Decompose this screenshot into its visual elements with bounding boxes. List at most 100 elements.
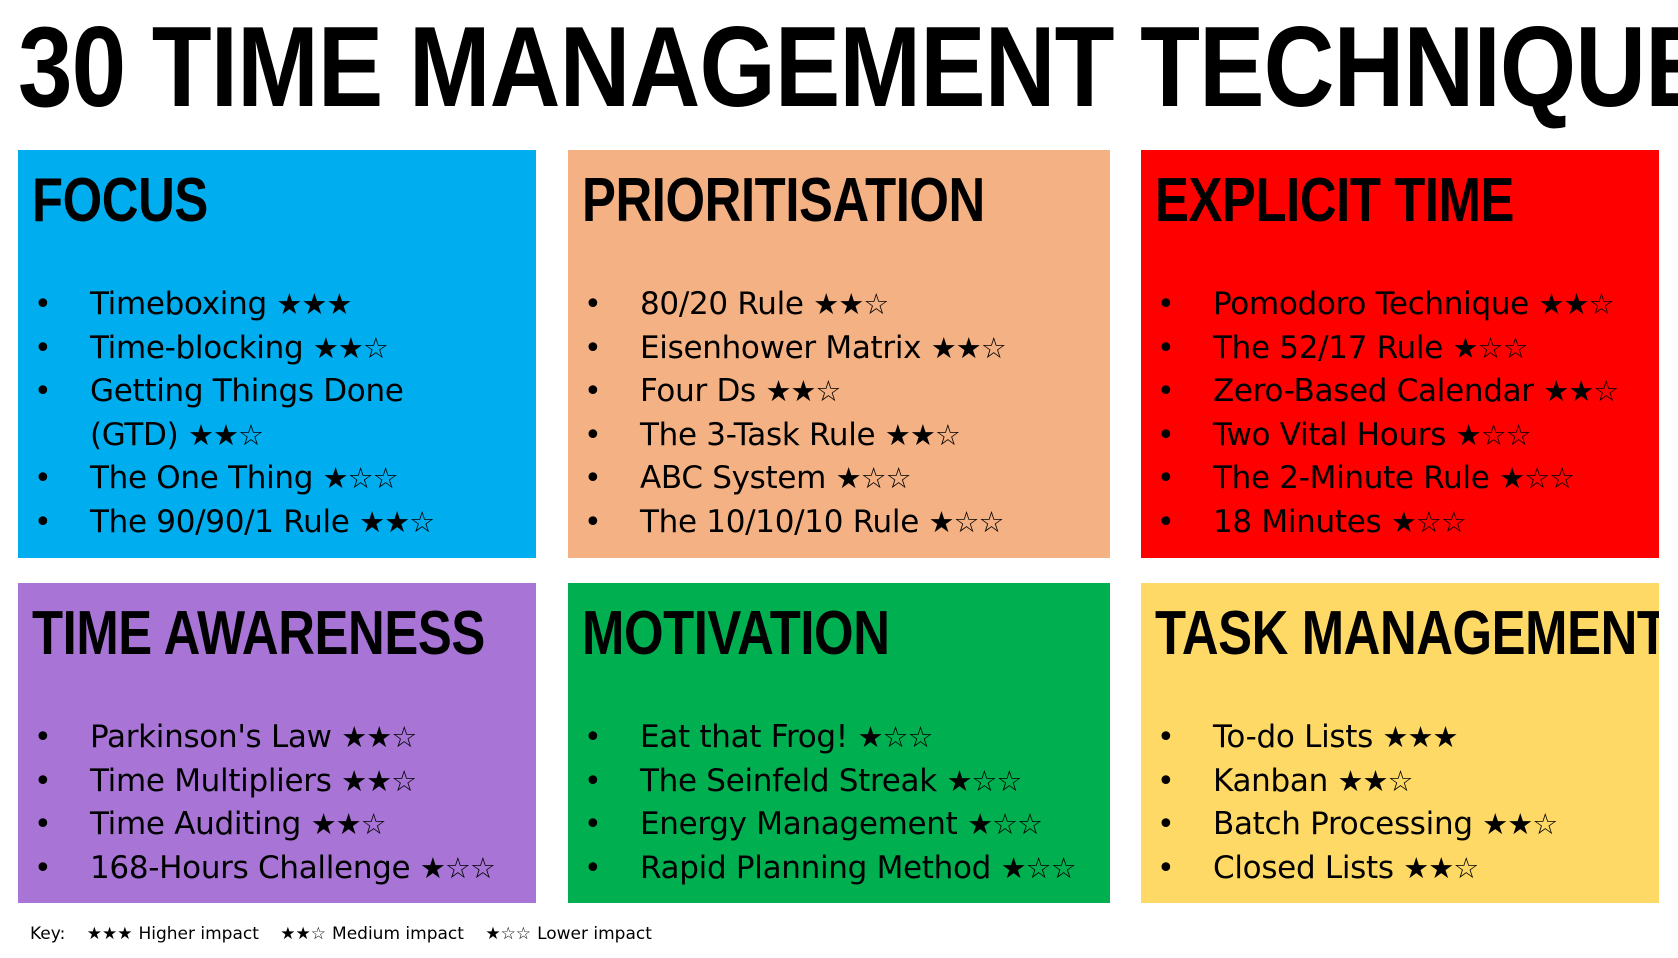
- bullet-icon: •: [34, 763, 52, 799]
- card-explicit-time: EXPLICIT TIME • Pomodoro Technique ★★☆ • T…: [1141, 150, 1659, 558]
- technique-name: Eat that Frog!: [640, 719, 848, 755]
- bullet-icon: •: [34, 720, 52, 755]
- bullet-icon: •: [584, 763, 602, 799]
- technique-name: Kanban: [1213, 762, 1328, 799]
- list-item: • The 3-Task Rule ★★☆: [582, 414, 1102, 458]
- rating-stars: ★★☆: [884, 417, 961, 452]
- bullet-icon: •: [584, 287, 602, 322]
- list-item: • 80/20 Rule ★★☆: [582, 283, 1102, 327]
- technique-name: Time Auditing: [90, 806, 302, 842]
- rating-stars: ★☆☆: [967, 807, 1043, 841]
- list-item: • Two Vital Hours ★☆☆: [1155, 414, 1651, 458]
- technique-name: 168-Hours Challenge: [90, 849, 411, 886]
- list-item: • To-do Lists ★★★: [1155, 716, 1651, 760]
- list-item: • Eisenhower Matrix ★★☆: [582, 327, 1102, 371]
- technique-list: • Timeboxing ★★★ • Time-blocking ★★☆ • Gett…: [32, 283, 528, 544]
- rating-stars: ★★☆: [930, 330, 1007, 365]
- card-heading: MOTIVATION: [582, 599, 890, 668]
- technique-name: The Seinfeld Streak: [640, 762, 937, 799]
- rating-stars: ★★☆: [187, 417, 264, 452]
- rating-stars: ★★☆: [1337, 763, 1414, 798]
- rating-stars: ★☆☆: [1499, 461, 1575, 495]
- technique-name: The 3-Task Rule: [640, 416, 876, 453]
- technique-name: The 10/10/10 Rule: [640, 503, 919, 540]
- bullet-icon: •: [584, 461, 602, 496]
- rating-stars: ★☆☆: [1452, 330, 1529, 365]
- technique-name: Getting Things Done (GTD): [90, 373, 404, 453]
- rating-stars: ★☆☆: [928, 504, 1005, 539]
- technique-name: The 52/17 Rule: [1213, 329, 1443, 366]
- key-entry-stars: ★★☆: [280, 924, 327, 944]
- technique-name: Zero-Based Calendar: [1213, 373, 1534, 409]
- bullet-icon: •: [34, 461, 52, 496]
- bullet-icon: •: [1157, 807, 1175, 842]
- key-entry-stars: ★★★: [86, 924, 133, 944]
- card-motivation: MOTIVATION • Eat that Frog! ★☆☆ • The Sein…: [568, 583, 1110, 903]
- technique-list: • To-do Lists ★★★ • Kanban ★★☆ • Batch Proc…: [1155, 716, 1651, 890]
- rating-stars: ★★☆: [341, 763, 417, 798]
- list-item: • The 10/10/10 Rule ★☆☆: [582, 501, 1102, 545]
- impact-key: Key: ★★★ Higher impact ★★☆ Medium impact ★…: [30, 920, 658, 948]
- list-item: • The 52/17 Rule ★☆☆: [1155, 327, 1651, 371]
- technique-name: Time Multipliers: [90, 762, 332, 799]
- rating-stars: ★★☆: [1538, 287, 1615, 321]
- bullet-icon: •: [34, 807, 52, 842]
- bullet-icon: •: [1157, 417, 1175, 453]
- list-item: • The 90/90/1 Rule ★★☆: [32, 501, 528, 545]
- rating-stars: ★★☆: [1403, 850, 1479, 885]
- technique-list: • Eat that Frog! ★☆☆ • The Seinfeld Streak…: [582, 716, 1102, 890]
- rating-stars: ★★☆: [359, 504, 435, 539]
- technique-name: Energy Management: [640, 806, 958, 842]
- card-time-awareness: TIME AWARENESS • Parkinson's Law ★★☆ • Tim…: [18, 583, 536, 903]
- list-item: • Pomodoro Technique ★★☆: [1155, 283, 1651, 327]
- list-item: • Getting Things Done (GTD) ★★☆: [32, 370, 450, 457]
- technique-name: Pomodoro Technique: [1213, 286, 1529, 322]
- rating-stars: ★★☆: [341, 720, 417, 754]
- card-prioritisation: PRIORITISATION • 80/20 Rule ★★☆ • Eisenhow…: [568, 150, 1110, 558]
- list-item: • Zero-Based Calendar ★★☆: [1155, 370, 1651, 414]
- bullet-icon: •: [1157, 850, 1175, 886]
- key-entry-stars: ★☆☆: [485, 924, 532, 944]
- rating-stars: ★★★: [276, 287, 352, 321]
- card-heading: TASK MANAGEMENT: [1155, 599, 1659, 668]
- bullet-icon: •: [584, 504, 602, 540]
- technique-name: Parkinson's Law: [90, 719, 332, 755]
- rating-stars: ★★★: [1382, 720, 1459, 754]
- list-item: • The Seinfeld Streak ★☆☆: [582, 760, 1102, 804]
- bullet-icon: •: [1157, 720, 1175, 755]
- list-item: • 18 Minutes ★☆☆: [1155, 501, 1651, 545]
- key-entry-text: Higher impact: [138, 924, 259, 944]
- bullet-icon: •: [1157, 330, 1175, 366]
- key-label: Key:: [30, 924, 66, 944]
- technique-name: Two Vital Hours: [1213, 416, 1447, 453]
- list-item: • Time Multipliers ★★☆: [32, 760, 528, 804]
- rating-stars: ★☆☆: [1390, 504, 1467, 539]
- list-item: • ABC System ★☆☆: [582, 457, 1102, 501]
- list-item: • Parkinson's Law ★★☆: [32, 716, 528, 760]
- list-item: • Timeboxing ★★★: [32, 283, 528, 327]
- rating-stars: ★☆☆: [857, 720, 933, 754]
- bullet-icon: •: [584, 417, 602, 453]
- bullet-icon: •: [34, 374, 52, 409]
- bullet-icon: •: [34, 330, 52, 366]
- technique-name: The One Thing: [90, 460, 314, 496]
- key-entry-text: Medium impact: [332, 924, 464, 944]
- technique-name: The 90/90/1 Rule: [90, 503, 350, 540]
- list-item: • Rapid Planning Method ★☆☆: [582, 847, 1102, 891]
- list-item: • The One Thing ★☆☆: [32, 457, 528, 501]
- list-item: • Batch Processing ★★☆: [1155, 803, 1651, 847]
- bullet-icon: •: [1157, 287, 1175, 322]
- bullet-icon: •: [34, 850, 52, 886]
- rating-stars: ★☆☆: [1455, 417, 1532, 452]
- card-heading: FOCUS: [32, 166, 208, 235]
- rating-stars: ★☆☆: [1000, 850, 1077, 885]
- list-item: • The 2-Minute Rule ★☆☆: [1155, 457, 1651, 501]
- technique-list: • Parkinson's Law ★★☆ • Time Multipliers ★…: [32, 716, 528, 890]
- rating-stars: ★★☆: [310, 807, 387, 841]
- technique-name: Eisenhower Matrix: [640, 329, 922, 366]
- list-item: • 168-Hours Challenge ★☆☆: [32, 847, 528, 891]
- bullet-icon: •: [584, 720, 602, 755]
- bullet-icon: •: [1157, 504, 1175, 540]
- bullet-icon: •: [584, 850, 602, 886]
- technique-list: • 80/20 Rule ★★☆ • Eisenhower Matrix ★★☆ •…: [582, 283, 1102, 544]
